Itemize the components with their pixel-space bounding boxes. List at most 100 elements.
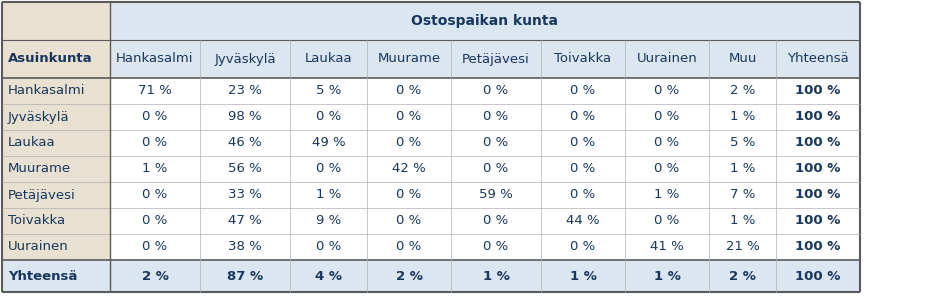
Bar bbox=[625, 234, 709, 260]
Text: 1 %: 1 % bbox=[730, 215, 755, 227]
Bar bbox=[200, 260, 290, 292]
Bar bbox=[110, 104, 200, 130]
Text: 59 %: 59 % bbox=[479, 188, 513, 202]
Text: 2 %: 2 % bbox=[142, 270, 169, 282]
Bar bbox=[541, 208, 625, 234]
Bar bbox=[290, 104, 367, 130]
Bar bbox=[2, 130, 110, 156]
Bar bbox=[709, 260, 776, 292]
Text: 0 %: 0 % bbox=[316, 110, 341, 123]
Text: Hankasalmi: Hankasalmi bbox=[8, 85, 85, 98]
Text: 0 %: 0 % bbox=[483, 85, 508, 98]
Text: Muu: Muu bbox=[728, 53, 757, 65]
Text: Jyväskylä: Jyväskylä bbox=[8, 110, 69, 123]
Bar bbox=[110, 182, 200, 208]
Bar bbox=[776, 130, 860, 156]
Text: 0 %: 0 % bbox=[316, 240, 341, 254]
Text: 4 %: 4 % bbox=[315, 270, 342, 282]
Text: 56 %: 56 % bbox=[228, 163, 262, 175]
Text: 100 %: 100 % bbox=[795, 136, 840, 150]
Text: Yhteensä: Yhteensä bbox=[8, 270, 77, 282]
Bar bbox=[367, 104, 451, 130]
Text: 0 %: 0 % bbox=[570, 85, 596, 98]
Bar bbox=[367, 234, 451, 260]
Text: 7 %: 7 % bbox=[730, 188, 755, 202]
Text: 1 %: 1 % bbox=[654, 270, 680, 282]
Text: Laukaa: Laukaa bbox=[305, 53, 353, 65]
Text: 0 %: 0 % bbox=[483, 240, 508, 254]
Text: 2 %: 2 % bbox=[396, 270, 422, 282]
Text: 38 %: 38 % bbox=[228, 240, 262, 254]
Text: 41 %: 41 % bbox=[650, 240, 684, 254]
Bar bbox=[541, 156, 625, 182]
Text: 98 %: 98 % bbox=[228, 110, 262, 123]
Bar bbox=[110, 2, 860, 40]
Bar bbox=[625, 104, 709, 130]
Text: Toivakka: Toivakka bbox=[554, 53, 612, 65]
Bar bbox=[709, 234, 776, 260]
Bar bbox=[2, 78, 110, 104]
Bar bbox=[541, 104, 625, 130]
Bar bbox=[451, 40, 541, 78]
Text: Uurainen: Uurainen bbox=[8, 240, 68, 254]
Bar bbox=[2, 182, 110, 208]
Text: 0 %: 0 % bbox=[483, 215, 508, 227]
Text: 0 %: 0 % bbox=[570, 240, 596, 254]
Bar bbox=[367, 260, 451, 292]
Text: Toivakka: Toivakka bbox=[8, 215, 65, 227]
Text: 33 %: 33 % bbox=[228, 188, 262, 202]
Bar bbox=[451, 260, 541, 292]
Bar bbox=[200, 40, 290, 78]
Bar bbox=[367, 156, 451, 182]
Text: 1 %: 1 % bbox=[730, 110, 755, 123]
Bar bbox=[451, 130, 541, 156]
Text: 44 %: 44 % bbox=[567, 215, 599, 227]
Bar bbox=[625, 260, 709, 292]
Bar bbox=[709, 208, 776, 234]
Bar bbox=[110, 156, 200, 182]
Text: 1 %: 1 % bbox=[655, 188, 680, 202]
Text: 0 %: 0 % bbox=[655, 85, 680, 98]
Bar bbox=[625, 78, 709, 104]
Text: 100 %: 100 % bbox=[795, 215, 840, 227]
Bar bbox=[776, 182, 860, 208]
Bar bbox=[2, 260, 110, 292]
Text: 100 %: 100 % bbox=[795, 240, 840, 254]
Text: 42 %: 42 % bbox=[392, 163, 426, 175]
Text: Muurame: Muurame bbox=[8, 163, 71, 175]
Bar bbox=[110, 234, 200, 260]
Text: 0 %: 0 % bbox=[316, 163, 341, 175]
Bar bbox=[290, 234, 367, 260]
Bar bbox=[541, 260, 625, 292]
Bar bbox=[709, 104, 776, 130]
Text: 0 %: 0 % bbox=[655, 163, 680, 175]
Bar bbox=[709, 78, 776, 104]
Text: 71 %: 71 % bbox=[138, 85, 172, 98]
Text: Jyväskylä: Jyväskylä bbox=[214, 53, 276, 65]
Text: 1 %: 1 % bbox=[569, 270, 597, 282]
Text: 1 %: 1 % bbox=[730, 163, 755, 175]
Bar bbox=[2, 208, 110, 234]
Text: 0 %: 0 % bbox=[570, 188, 596, 202]
Text: Ostospaikan kunta: Ostospaikan kunta bbox=[412, 14, 558, 28]
Text: 0 %: 0 % bbox=[570, 110, 596, 123]
Bar bbox=[290, 208, 367, 234]
Bar bbox=[451, 234, 541, 260]
Text: 0 %: 0 % bbox=[570, 136, 596, 150]
Text: 0 %: 0 % bbox=[143, 240, 168, 254]
Bar bbox=[625, 156, 709, 182]
Bar bbox=[776, 104, 860, 130]
Text: 0 %: 0 % bbox=[655, 110, 680, 123]
Text: 100 %: 100 % bbox=[795, 85, 840, 98]
Bar bbox=[367, 182, 451, 208]
Text: 2 %: 2 % bbox=[730, 85, 755, 98]
Bar bbox=[290, 40, 367, 78]
Text: 0 %: 0 % bbox=[483, 110, 508, 123]
Bar bbox=[709, 182, 776, 208]
Text: 1 %: 1 % bbox=[482, 270, 509, 282]
Bar bbox=[541, 234, 625, 260]
Text: Hankasalmi: Hankasalmi bbox=[116, 53, 194, 65]
Text: Yhteensä: Yhteensä bbox=[787, 53, 849, 65]
Bar bbox=[451, 104, 541, 130]
Text: 2 %: 2 % bbox=[729, 270, 756, 282]
